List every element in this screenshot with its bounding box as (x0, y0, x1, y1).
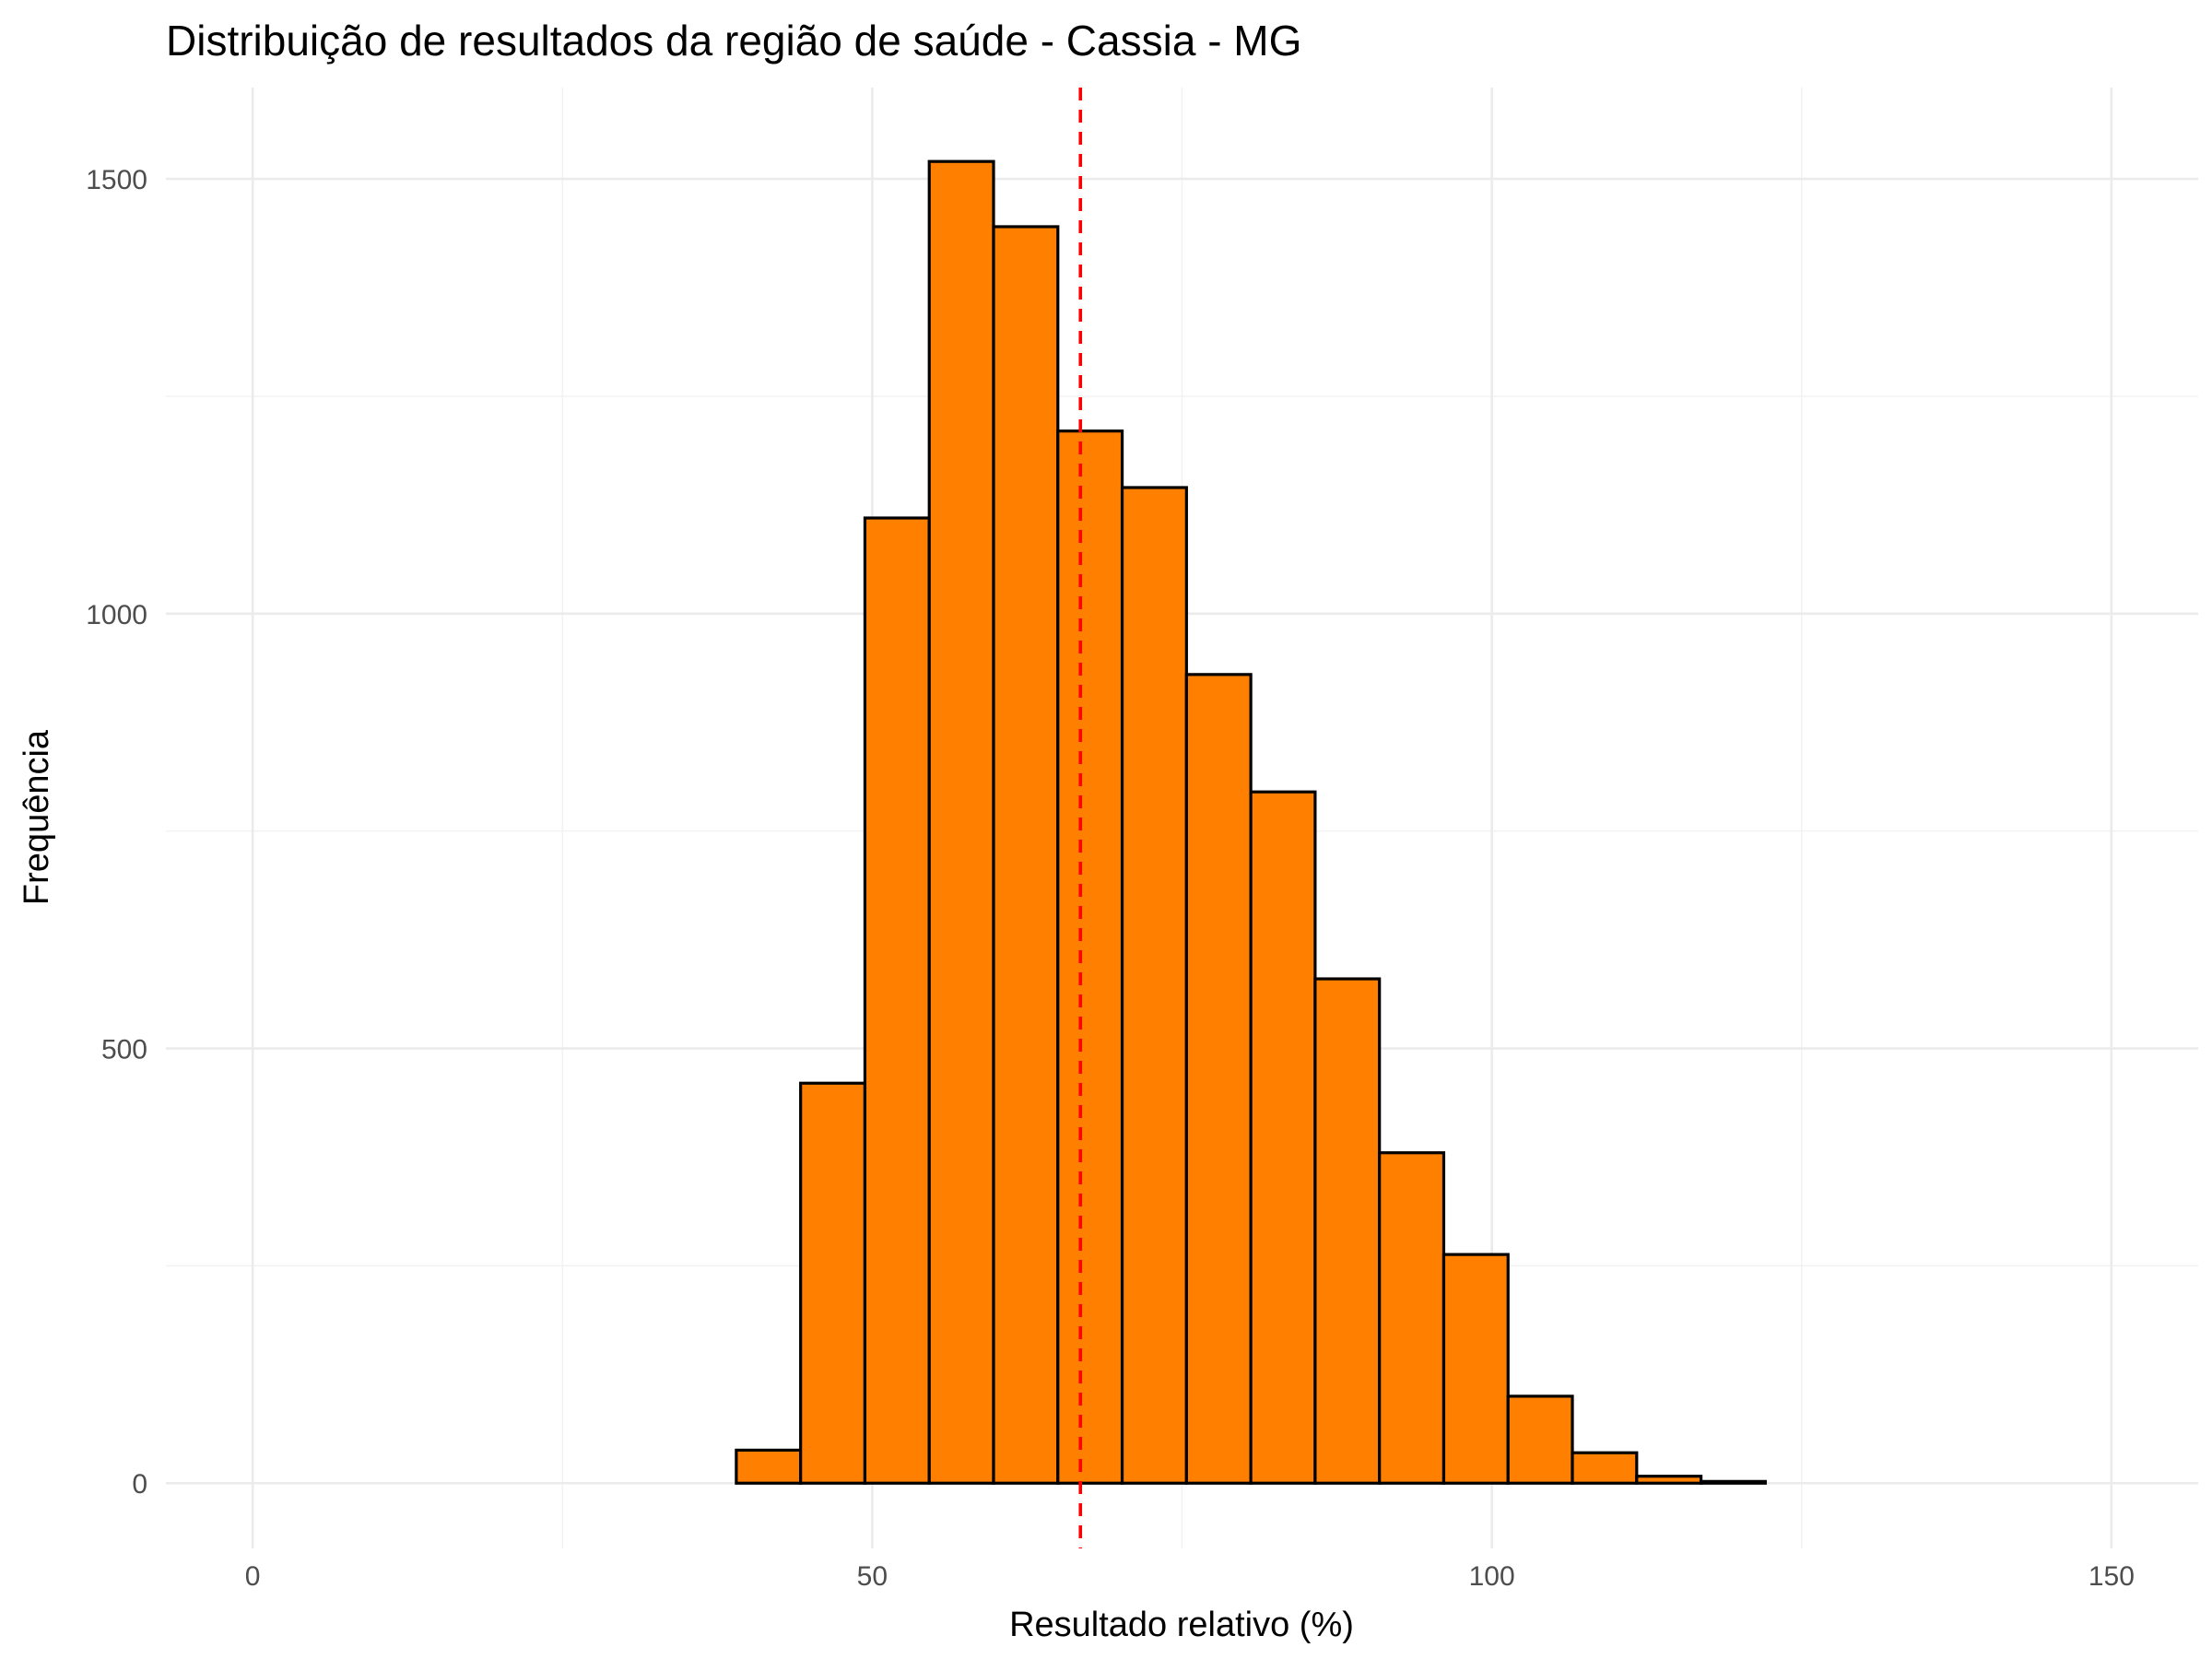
y-tick-label: 500 (101, 1035, 147, 1065)
x-axis-tick-labels: 0 50 100 150 (245, 1561, 2135, 1592)
histogram-bar (863, 516, 931, 1485)
histogram-bar (799, 1081, 867, 1485)
histogram-bar (1506, 1394, 1574, 1485)
y-axis-title: Frequência (18, 729, 56, 905)
histogram-bar (735, 1448, 803, 1485)
histogram-bar (1056, 429, 1124, 1485)
x-tick-label: 100 (1469, 1561, 1515, 1592)
histogram-bar (1184, 673, 1253, 1485)
histogram-bar (1635, 1475, 1703, 1485)
x-tick-label: 50 (857, 1561, 888, 1592)
histogram-bar (1441, 1253, 1510, 1485)
y-tick-label: 1500 (86, 165, 147, 195)
x-tick-label: 0 (245, 1561, 261, 1592)
histogram-bar (927, 159, 995, 1485)
histogram-bar (1699, 1479, 1767, 1485)
histogram-bar (1120, 486, 1188, 1485)
y-tick-label: 0 (132, 1469, 147, 1500)
chart-title: Distribuição de resultados da região de … (166, 17, 1301, 65)
y-axis-tick-labels: 0 500 1000 1500 (86, 165, 147, 1500)
histogram-bar (1249, 790, 1317, 1485)
histogram-bars (735, 159, 1767, 1485)
x-tick-label: 150 (2088, 1561, 2135, 1592)
x-axis-title: Resultado relativo (%) (1009, 1606, 1354, 1644)
histogram-bar (992, 225, 1060, 1485)
y-tick-label: 1000 (86, 600, 147, 630)
histogram-bar (1378, 1151, 1446, 1485)
histogram-bar (1313, 977, 1382, 1485)
histogram-bar (1571, 1451, 1639, 1485)
